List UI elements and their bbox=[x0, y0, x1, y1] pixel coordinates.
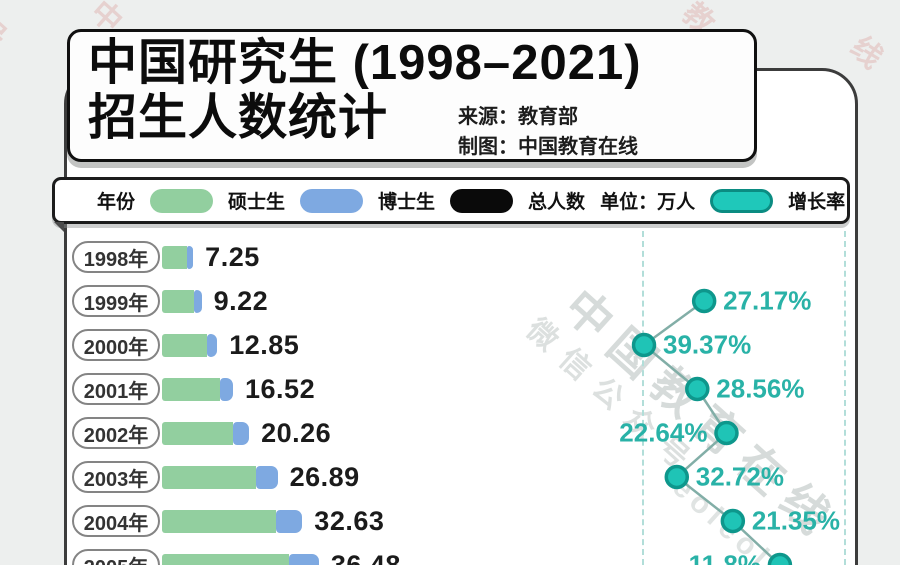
total-value: 36.48 bbox=[330, 549, 401, 565]
year-pill: 2002年 bbox=[72, 417, 160, 449]
legend-swatch-总人数 bbox=[450, 188, 514, 213]
doctor-bar-segment bbox=[187, 245, 194, 269]
bar-row: 2002年 20.26 bbox=[72, 417, 331, 449]
total-value: 20.26 bbox=[261, 417, 332, 448]
page-title-line2: 招生人数统计 bbox=[88, 91, 389, 145]
watermark-edge-glyph: 号 bbox=[0, 10, 13, 56]
growth-axis-guide-right bbox=[844, 231, 846, 565]
enrollment-bar bbox=[162, 245, 194, 269]
bar-row: 2000年 12.85 bbox=[72, 329, 299, 361]
year-pill: 2004年 bbox=[72, 505, 160, 537]
year-pill: 2001年 bbox=[72, 373, 160, 405]
year-pill: 2000年 bbox=[72, 329, 160, 361]
doctor-bar-segment bbox=[275, 509, 303, 533]
master-bar-segment bbox=[162, 377, 220, 401]
legend-swatch-博士生 bbox=[300, 188, 364, 213]
legend-fold-shadow bbox=[54, 222, 64, 232]
doctor-bar-segment bbox=[255, 465, 278, 489]
total-value: 16.52 bbox=[245, 373, 316, 404]
doctor-bar-segment bbox=[194, 289, 202, 313]
total-value: 9.22 bbox=[213, 285, 269, 316]
bar-row: 2005年 36.48 bbox=[72, 549, 401, 565]
year-pill: 2003年 bbox=[72, 461, 160, 493]
legend-bar: 年份 硕士生 博士生 总人数 单位：万人 增长率 bbox=[52, 177, 850, 224]
title-card: 中国研究生 (1998–2021) 招生人数统计 来源：教育部 制图：中国教育在… bbox=[67, 29, 757, 162]
watermark-edge-glyph: 线 bbox=[843, 30, 889, 76]
enrollment-bar bbox=[162, 333, 218, 357]
total-value: 32.63 bbox=[314, 505, 385, 536]
legend-label: 年份 bbox=[97, 192, 136, 213]
growth-rate-label: 11.8% bbox=[688, 549, 761, 565]
master-bar-segment bbox=[162, 509, 276, 533]
credit-text: 制图：中国教育在线 bbox=[458, 136, 638, 158]
source-text: 来源：教育部 bbox=[458, 106, 578, 128]
master-bar-segment bbox=[162, 289, 195, 313]
legend-swatch-硕士生 bbox=[150, 188, 214, 213]
growth-rate-label: 32.72% bbox=[695, 461, 784, 492]
growth-rate-label: 39.37% bbox=[663, 329, 752, 360]
growth-rate-label: 21.35% bbox=[751, 505, 841, 536]
growth-rate-label: 28.56% bbox=[716, 373, 805, 404]
legend-swatch-增长率 bbox=[710, 188, 774, 213]
legend-label: 单位：万人 bbox=[600, 192, 696, 213]
bar-row: 1998年 7.25 bbox=[72, 241, 260, 273]
bar-row: 2003年 26.89 bbox=[72, 461, 360, 493]
total-value: 12.85 bbox=[229, 329, 300, 360]
doctor-bar-segment bbox=[289, 553, 319, 565]
enrollment-bar bbox=[162, 509, 303, 533]
doctor-bar-segment bbox=[219, 377, 234, 401]
growth-rate-label: 27.17% bbox=[723, 285, 812, 316]
enrollment-bar bbox=[162, 289, 202, 313]
bar-row: 1999年 9.22 bbox=[72, 285, 268, 317]
master-bar-segment bbox=[162, 465, 256, 489]
growth-rate-label: 22.64% bbox=[619, 417, 708, 448]
master-bar-segment bbox=[162, 421, 233, 445]
bar-row: 2001年 16.52 bbox=[72, 373, 315, 405]
master-bar-segment bbox=[162, 553, 290, 565]
enrollment-bar bbox=[162, 553, 319, 565]
doctor-bar-segment bbox=[206, 333, 218, 357]
enrollment-bar bbox=[162, 377, 234, 401]
year-pill: 2005年 bbox=[72, 549, 160, 565]
bar-row: 2004年 32.63 bbox=[72, 505, 384, 537]
source-credit: 来源：教育部 制图：中国教育在线 bbox=[458, 102, 638, 162]
master-bar-segment bbox=[162, 245, 188, 269]
legend-label: 硕士生 bbox=[228, 192, 286, 213]
enrollment-bar bbox=[162, 465, 278, 489]
total-value: 26.89 bbox=[289, 461, 360, 492]
doctor-bar-segment bbox=[232, 421, 250, 445]
legend-label: 增长率 bbox=[788, 192, 846, 213]
page-title-line1: 中国研究生 (1998–2021) bbox=[88, 36, 642, 90]
year-pill: 1998年 bbox=[72, 241, 160, 273]
legend-label: 总人数 bbox=[528, 192, 586, 213]
enrollment-bar bbox=[162, 421, 250, 445]
total-value: 7.25 bbox=[205, 241, 260, 272]
master-bar-segment bbox=[162, 333, 207, 357]
legend-label: 博士生 bbox=[378, 192, 436, 213]
year-pill: 1999年 bbox=[72, 285, 160, 317]
growth-axis-guide-left bbox=[642, 231, 644, 565]
